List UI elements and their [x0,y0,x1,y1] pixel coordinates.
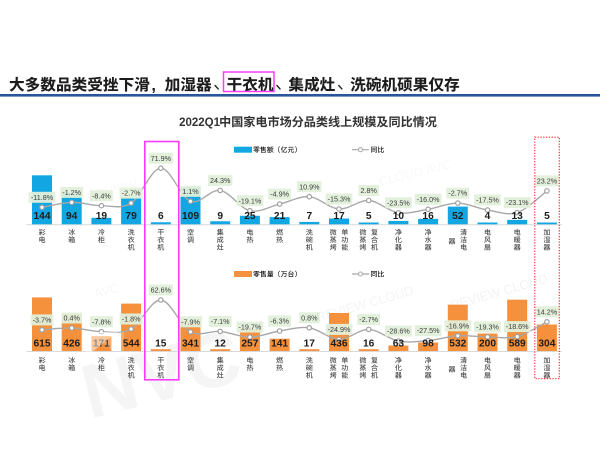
svg-text:-4.9%: -4.9% [270,190,289,199]
svg-text:13: 13 [512,211,524,222]
svg-text:10: 10 [393,211,405,222]
svg-text:6: 6 [158,211,164,222]
svg-text:544: 544 [123,338,140,349]
svg-text:-8.4%: -8.4% [92,191,111,200]
svg-text:62.6%: 62.6% [151,286,172,295]
svg-text:17: 17 [333,211,345,222]
svg-text:-28.6%: -28.6% [387,327,410,336]
svg-text:-2.7%: -2.7% [122,189,141,198]
svg-text:94: 94 [66,211,78,222]
svg-text:-24.9%: -24.9% [328,325,351,334]
svg-text:16: 16 [422,211,434,222]
svg-text:14.2%: 14.2% [537,307,558,316]
svg-text:-1.2%: -1.2% [62,188,81,197]
svg-text:109: 109 [182,211,199,222]
svg-text:7: 7 [306,211,312,222]
svg-text:1.1%: 1.1% [182,187,199,196]
svg-text:23.2%: 23.2% [537,177,558,186]
svg-text:24.3%: 24.3% [210,176,231,185]
svg-text:,: , [151,77,156,95]
svg-text:615: 615 [34,338,51,349]
svg-text:-18.6%: -18.6% [506,322,529,331]
svg-text:-27.5%: -27.5% [417,326,440,335]
svg-text:-16.9%: -16.9% [446,321,469,330]
svg-text:341: 341 [182,338,199,349]
svg-text:AVC: AVC [92,280,121,301]
svg-text:-19.3%: -19.3% [476,323,499,332]
svg-text:2.8%: 2.8% [361,186,378,195]
svg-text:-1.8%: -1.8% [122,315,141,324]
svg-text:25: 25 [244,211,256,222]
svg-text:-15.3%: -15.3% [328,195,351,204]
svg-text:5: 5 [544,211,550,222]
svg-text:-17.5%: -17.5% [476,196,499,205]
svg-text:71.9%: 71.9% [151,154,172,163]
svg-text:2022Q1: 2022Q1 [179,117,221,129]
svg-text:52: 52 [452,211,464,222]
svg-text:-3.7%: -3.7% [33,316,52,325]
svg-text:12: 12 [215,338,227,349]
svg-text:10.9%: 10.9% [299,182,320,191]
svg-text:0.8%: 0.8% [301,313,318,322]
svg-text:-2.7%: -2.7% [448,189,467,198]
svg-text:17: 17 [304,338,316,349]
svg-text:-7.8%: -7.8% [92,317,111,326]
svg-text:-11.8%: -11.8% [31,193,54,202]
svg-text:257: 257 [241,338,258,349]
svg-text:4: 4 [485,211,491,222]
svg-text:98: 98 [422,338,434,349]
svg-text:-16.0%: -16.0% [417,195,440,204]
svg-text:9: 9 [217,211,223,222]
svg-text:-6.3%: -6.3% [270,317,289,326]
svg-text:16: 16 [363,338,375,349]
svg-text:-23.5%: -23.5% [387,198,410,207]
svg-text:79: 79 [125,211,137,222]
svg-text:436: 436 [331,338,348,349]
svg-text:141: 141 [271,338,288,349]
svg-text:589: 589 [509,338,526,349]
svg-text:15: 15 [155,338,167,349]
svg-text:200: 200 [479,338,496,349]
svg-text:-19.1%: -19.1% [239,196,262,205]
svg-text:-23.1%: -23.1% [506,198,529,207]
svg-text:0.4%: 0.4% [64,314,81,323]
svg-text:-7.1%: -7.1% [211,317,230,326]
svg-text:5: 5 [366,211,372,222]
svg-text:532: 532 [449,338,466,349]
svg-text:63: 63 [393,338,405,349]
svg-text:-19.7%: -19.7% [239,323,262,332]
svg-text:21: 21 [274,211,286,222]
svg-text:304: 304 [538,338,555,349]
svg-text:144: 144 [34,211,51,222]
svg-text:-2.7%: -2.7% [359,315,378,324]
svg-text:-7.9%: -7.9% [181,317,200,326]
svg-text:426: 426 [63,338,80,349]
svg-text:19: 19 [96,211,108,222]
